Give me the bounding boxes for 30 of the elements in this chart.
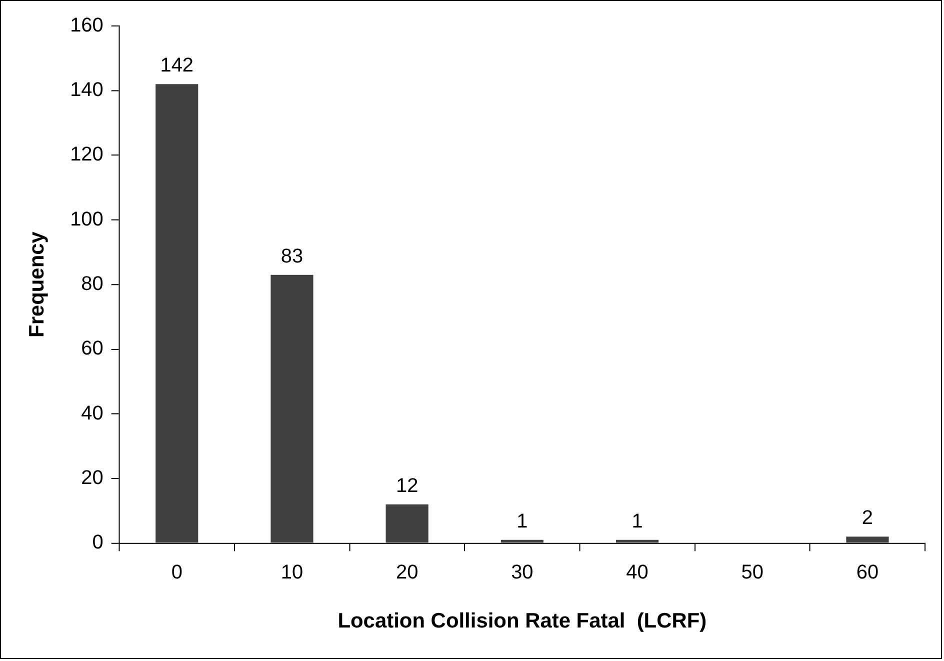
bar	[846, 536, 889, 543]
bar	[156, 84, 198, 543]
x-tick-label: 60	[856, 562, 879, 584]
bar	[270, 274, 314, 543]
y-axis-title: Frequency	[25, 231, 48, 338]
y-tick-label: 100	[70, 208, 104, 230]
x-tick-label: 30	[511, 562, 534, 584]
bar	[500, 540, 544, 543]
y-tick-label: 20	[81, 467, 104, 489]
data-label: 2	[862, 507, 874, 530]
bar	[616, 540, 659, 543]
bar	[386, 504, 428, 543]
y-tick-label: 120	[70, 144, 104, 166]
x-tick-label: 50	[741, 562, 764, 584]
x-tick-label: 0	[171, 562, 182, 584]
y-tick-label: 40	[81, 402, 104, 424]
data-label: 83	[280, 245, 304, 268]
x-tick-label: 40	[626, 562, 648, 584]
y-tick-label: 80	[81, 273, 104, 296]
y-tick-label: 0	[92, 532, 104, 554]
y-tick-label: 160	[70, 14, 104, 36]
y-tick-label: 140	[70, 79, 104, 102]
data-label: 12	[396, 474, 418, 497]
y-tick-label: 60	[81, 338, 104, 360]
data-label: 1	[516, 510, 528, 532]
x-axis-title: Location Collision Rate Fatal (LCRF)	[338, 609, 707, 632]
x-tick-label: 20	[396, 562, 418, 584]
data-label: 142	[160, 54, 194, 77]
data-label: 1	[632, 510, 643, 532]
x-tick-label: 10	[280, 562, 304, 584]
